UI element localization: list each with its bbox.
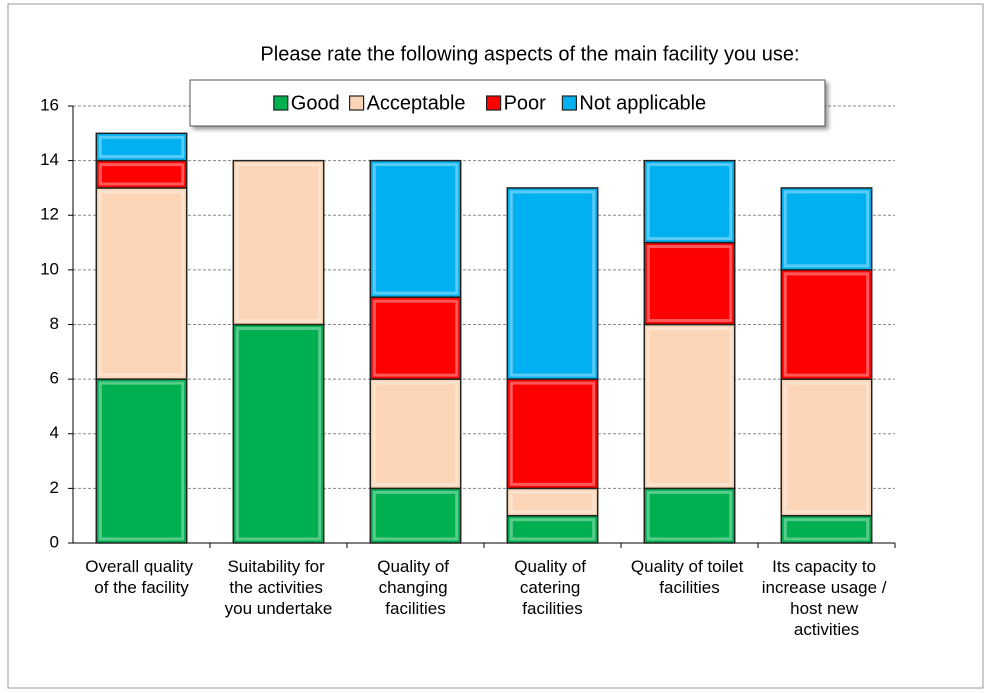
y-tick-label: 16 — [40, 95, 59, 114]
legend: Good Acceptable Poor Not applicable — [189, 79, 826, 127]
bar-bevel — [509, 381, 596, 486]
x-tick-label: Suitability for the activities you under… — [225, 557, 333, 618]
bar-bevel — [646, 490, 733, 541]
y-tick-label: 8 — [50, 314, 59, 333]
bar-segment — [95, 159, 188, 189]
bar-bevel — [783, 518, 870, 541]
legend-label: Good — [291, 92, 340, 114]
bar-bevel — [372, 381, 459, 486]
bar-bevel — [509, 190, 596, 377]
y-tick-label: 10 — [40, 259, 59, 278]
legend-label: Acceptable — [367, 92, 466, 114]
y-tick-label: 4 — [50, 423, 59, 442]
legend-label: Not applicable — [579, 92, 706, 114]
legend-swatch — [273, 95, 289, 111]
bar-bevel — [646, 163, 733, 241]
bar-bevel — [783, 381, 870, 514]
x-tick-label: Quality of catering facilities — [514, 557, 591, 618]
y-tick-label: 12 — [40, 205, 59, 224]
bar-segment — [643, 241, 736, 326]
bar-segment — [369, 487, 462, 544]
bar-segment — [369, 296, 462, 380]
x-tick-label: Quality of toilet facilities — [631, 557, 748, 597]
bar-bevel — [98, 381, 185, 541]
legend-swatch — [349, 95, 365, 111]
bar-segment — [369, 159, 462, 298]
bar-segment — [643, 159, 736, 244]
bar-bevel — [372, 299, 459, 377]
legend-label: Poor — [504, 92, 547, 114]
plot-area: 0 2 4 6 8 10 12 14 16 Overall quality of the faci… — [40, 95, 896, 639]
bar-bevel — [372, 163, 459, 295]
bar-segment — [506, 187, 599, 380]
bar-segment — [643, 323, 736, 490]
x-tick-label: Its capacity to increase usage / host ne… — [762, 557, 891, 639]
bar-bevel — [783, 272, 870, 377]
bar-bevel — [646, 327, 733, 486]
legend-box — [189, 79, 826, 127]
bar-segment — [780, 378, 873, 517]
bar-bevel — [646, 245, 733, 322]
legend-swatch — [561, 95, 578, 111]
bar-segment — [95, 132, 188, 162]
bar-bevel — [509, 490, 596, 514]
x-tick-label: Quality of changing facilities — [377, 557, 454, 618]
y-tick-label: 14 — [40, 150, 59, 169]
legend-swatch — [486, 95, 502, 111]
y-tick-label: 6 — [50, 369, 59, 388]
bar-segment — [232, 159, 325, 326]
bar-bevel — [783, 190, 870, 268]
y-tick-label: 0 — [50, 532, 59, 551]
y-tick-label: 2 — [50, 478, 59, 497]
x-tick-label: Overall quality of the facility — [85, 557, 197, 597]
bar-bevel — [235, 163, 322, 322]
bar-bevel — [372, 490, 459, 541]
bar-segment — [95, 378, 188, 544]
bar-segment — [369, 378, 462, 490]
bar-segment — [232, 323, 325, 544]
bar-bevel — [98, 163, 185, 186]
bar-segment — [506, 487, 599, 517]
bar-bevel — [98, 135, 185, 159]
bar-segment — [95, 187, 188, 380]
bar-bevel — [509, 518, 596, 541]
bar-segment — [643, 487, 736, 544]
bar-segment — [780, 269, 873, 380]
chart-title: Please rate the following aspects of the… — [260, 43, 799, 65]
bar-bevel — [98, 190, 185, 377]
bar-segment — [780, 187, 873, 271]
bar-segment — [506, 378, 599, 490]
bar-bevel — [235, 327, 322, 541]
